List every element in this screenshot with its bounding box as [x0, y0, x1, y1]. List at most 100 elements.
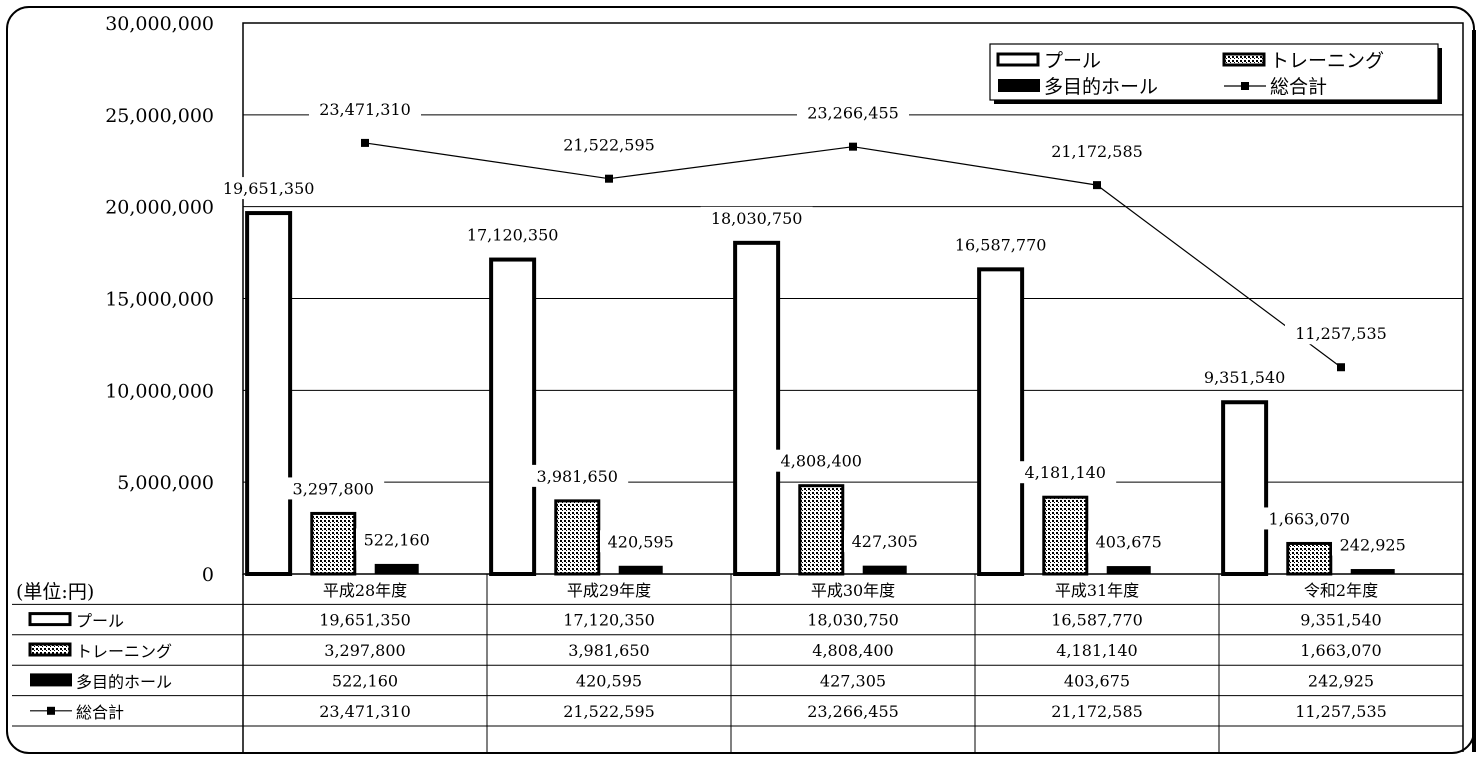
legend-box	[989, 43, 1439, 101]
table-series-label: プール	[76, 612, 124, 631]
total-value-label: 11,257,535	[1295, 324, 1387, 343]
total-value-label-bg	[797, 101, 909, 124]
table-cell: 23,266,455	[807, 702, 899, 721]
bar-dotted-1	[554, 499, 601, 576]
table-cell: 3,981,650	[568, 641, 649, 660]
table-series-label: トレーニング	[76, 642, 172, 661]
bar-dotted-4	[1286, 541, 1333, 576]
table-cell: 19,651,350	[319, 611, 411, 630]
bar-value-label-bg	[212, 177, 325, 200]
bar-value-label: 522,160	[364, 530, 430, 549]
bar-value-label-bg	[844, 530, 926, 553]
legend-label: 総合計	[1270, 76, 1327, 98]
bar-value-label-bg	[770, 449, 873, 472]
bar-value-label-bg	[282, 477, 385, 500]
legend-label: プール	[1044, 50, 1101, 72]
table-cell: 1,663,070	[1300, 641, 1381, 660]
legend-swatch-solid	[30, 673, 72, 687]
bar-hollow-0	[245, 211, 293, 577]
category-label: 平成28年度	[323, 581, 407, 600]
table-cell: 4,808,400	[812, 641, 893, 660]
category-label: 平成31年度	[1055, 581, 1139, 600]
plot-area-border	[242, 22, 1464, 575]
bar-value-label: 19,651,350	[223, 179, 315, 198]
table-cell: 242,925	[1308, 671, 1374, 690]
total-value-label-bg	[553, 133, 665, 156]
bar-dotted-0	[310, 511, 357, 576]
bar-value-label: 4,808,400	[781, 452, 862, 471]
bar-dotted-3	[1042, 495, 1089, 576]
bar-solid-4	[1350, 569, 1395, 575]
unit-label: (単位:円)	[16, 581, 94, 603]
total-marker	[605, 174, 613, 183]
category-label: 平成30年度	[811, 581, 895, 600]
table-cell: 427,305	[820, 671, 886, 690]
bar-value-label-bg	[526, 464, 629, 487]
bar-value-label: 242,925	[1340, 536, 1406, 555]
table-cell: 420,595	[576, 671, 642, 690]
table-cell: 21,172,585	[1051, 702, 1143, 721]
y-tick-label: 25,000,000	[105, 105, 214, 127]
legend-label: 多目的ホール	[1044, 76, 1158, 98]
total-marker	[361, 138, 369, 147]
bar-value-label-bg	[1088, 530, 1170, 553]
total-value-label: 21,172,585	[1051, 142, 1143, 161]
y-tick-label: 30,000,000	[105, 13, 214, 35]
bar-value-label-bg	[944, 233, 1057, 256]
legend-swatch-marker	[1241, 82, 1249, 90]
total-value-label: 21,522,595	[563, 136, 655, 155]
bar-value-label: 427,305	[852, 532, 918, 551]
legend-label: トレーニング	[1270, 50, 1384, 72]
table-cell: 23,471,310	[319, 702, 411, 721]
bar-value-label: 16,587,770	[955, 235, 1047, 254]
bar-value-label: 1,663,070	[1269, 509, 1350, 528]
bar-value-label-bg	[600, 530, 682, 553]
category-label: 令和2年度	[1304, 581, 1378, 600]
legend-swatch-hollow	[28, 612, 72, 627]
bar-value-label-bg	[456, 223, 569, 246]
legend-swatch-dotted	[28, 642, 72, 657]
table-cell: 4,181,140	[1056, 641, 1137, 660]
total-marker	[1337, 363, 1345, 372]
bar-value-label: 18,030,750	[711, 209, 803, 228]
total-value-label-bg	[1285, 322, 1397, 345]
bar-value-label: 3,981,650	[537, 467, 618, 486]
bar-hollow-2	[733, 240, 781, 576]
outer-shadow	[1472, 30, 1476, 752]
bar-value-label-bg	[1014, 461, 1117, 484]
legend-swatch-dotted	[1222, 52, 1266, 67]
total-value-label-bg	[1041, 140, 1153, 163]
y-tick-label: 20,000,000	[105, 197, 214, 219]
legend-swatch-marker	[47, 706, 55, 715]
total-value-label: 23,471,310	[319, 100, 411, 119]
total-value-label: 23,266,455	[807, 104, 899, 123]
total-marker	[1093, 181, 1101, 190]
bar-value-label-bg	[1332, 533, 1414, 556]
table-cell: 17,120,350	[563, 611, 655, 630]
total-line-layer	[361, 138, 1345, 372]
bar-dotted-2	[798, 484, 845, 576]
bar-value-label: 17,120,350	[467, 226, 559, 245]
table-cell: 9,351,540	[1300, 611, 1381, 630]
bar-value-label: 3,297,800	[293, 479, 374, 498]
legend-swatch-solid	[998, 79, 1040, 92]
bar-solid-2	[862, 565, 907, 575]
bar-solid-1	[618, 565, 663, 575]
y-tick-label: 5,000,000	[117, 472, 214, 494]
y-tick-label: 0	[202, 564, 214, 586]
bar-value-label: 403,675	[1096, 533, 1162, 552]
table-series-label: 多目的ホール	[76, 672, 172, 691]
total-marker	[849, 142, 857, 151]
bar-value-label-bg	[356, 528, 438, 551]
bars-layer	[245, 211, 1395, 577]
data-labels-layer: 19,651,350 17,120,350 18,030,750 16,587,770…	[212, 97, 1414, 556]
table-cell: 21,522,595	[563, 702, 655, 721]
bar-hollow-3	[977, 267, 1025, 576]
bar-solid-3	[1106, 566, 1151, 575]
bar-solid-0	[374, 563, 419, 575]
table-cell: 403,675	[1064, 671, 1130, 690]
bar-value-label-bg	[1193, 366, 1296, 389]
